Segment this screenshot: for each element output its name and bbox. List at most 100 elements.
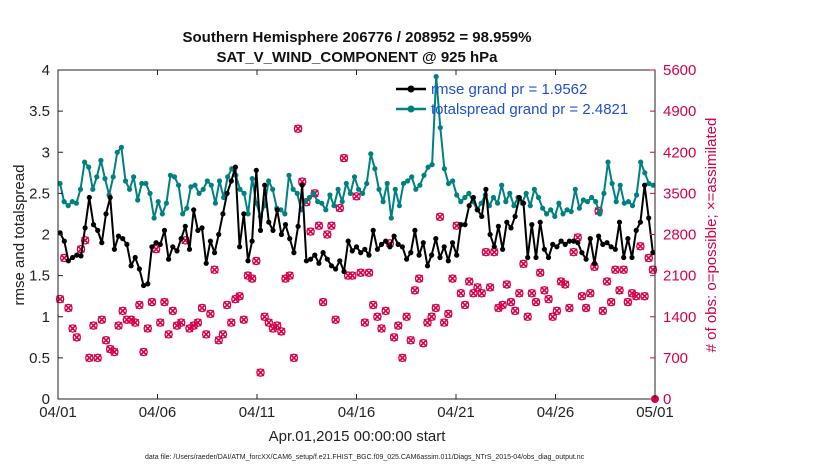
rmse-line-point [349, 248, 355, 254]
rmse-line-point [232, 164, 238, 170]
obs-point [498, 300, 507, 310]
rmse-line-point [203, 260, 209, 266]
rmse-line-point [228, 178, 234, 184]
rmse-line-point [550, 241, 556, 247]
obs-point [439, 318, 449, 327]
spread-line-point [135, 197, 141, 203]
spread-line-point [466, 190, 472, 196]
obs-point [289, 353, 299, 363]
rmse-line-point [633, 227, 639, 233]
legend-spread-marker [407, 105, 415, 113]
rmse-line-point [220, 211, 226, 217]
rmse-line-point [136, 266, 142, 272]
y-right-tick-label: 0 [663, 391, 671, 408]
obs-point [544, 294, 553, 304]
spread-line-point [323, 207, 329, 213]
rmse-line-point [429, 252, 435, 258]
spread-line-point [495, 200, 501, 206]
spread-line-point [315, 199, 321, 205]
rmse-line-point [262, 182, 268, 188]
obs-point [540, 286, 549, 295]
spread-line-point [282, 211, 288, 217]
spread-line-point [544, 211, 550, 217]
rmse-line-point [483, 186, 489, 192]
rmse-line-point [470, 194, 476, 201]
spread-line-point [564, 207, 570, 213]
rmse-line-point [333, 266, 339, 272]
rmse-line-point [103, 211, 109, 217]
obs-point [364, 268, 374, 277]
spread-line-point [331, 203, 337, 209]
spread-line-point [184, 205, 190, 211]
rmse-line-point [82, 225, 88, 231]
obs-point [456, 288, 466, 298]
rmse-line-point [596, 233, 602, 239]
obs-point [623, 297, 633, 307]
obs-point [147, 297, 157, 307]
obs-point [222, 300, 232, 310]
rmse-line-point [412, 227, 418, 233]
rmse-line-point [420, 240, 426, 246]
obs-point [335, 203, 345, 213]
rmse-line-point [545, 254, 552, 261]
spread-line-point [110, 174, 116, 180]
obs-point [419, 338, 428, 348]
spread-line-point [368, 151, 374, 157]
obs-point [68, 324, 77, 333]
rmse-line-point [554, 244, 560, 250]
y-left-tick-label: 4 [42, 62, 50, 79]
rmse-line-point [358, 250, 364, 256]
obs-point [206, 309, 215, 319]
spread-line-point [286, 172, 292, 178]
rmse-line-point [186, 246, 193, 252]
rmse-line-point [370, 227, 376, 233]
spread-line-point [343, 180, 349, 187]
rmse-line-point [512, 213, 518, 219]
rmse-line-point [141, 282, 147, 289]
spread-line-point [511, 203, 517, 209]
spread-line-point [319, 200, 325, 206]
obs-point [389, 333, 399, 342]
obs-point [356, 268, 365, 277]
x-tick-label: 04/16 [338, 404, 376, 421]
rmse-line-point [391, 233, 397, 239]
spread-line-point [445, 180, 452, 187]
rmse-line-point [149, 244, 155, 250]
obs-point [277, 327, 286, 336]
spread-line-point [650, 182, 656, 188]
obs-point [339, 153, 349, 163]
x-tick-label: 04/11 [239, 404, 275, 421]
y-left-tick-label: 0 [42, 391, 50, 408]
spread-line-point [167, 172, 173, 178]
rmse-line-point [491, 244, 497, 250]
spread-line-point [540, 205, 546, 211]
rmse-line-point [366, 252, 372, 258]
rmse-line-point [571, 238, 577, 244]
spread-line-point [143, 180, 149, 187]
spread-line-point [306, 194, 313, 201]
spread-line-point [454, 192, 460, 198]
obs-point [227, 318, 236, 327]
legend: rmse grand pr = 1.9562 totalspread grand… [396, 81, 628, 118]
rmse-line-point [115, 233, 122, 239]
spread-line-point [503, 199, 509, 205]
spread-line-point [634, 192, 640, 198]
rmse-line-point [591, 260, 598, 266]
rmse-line-point [433, 236, 439, 242]
obs-point [606, 297, 616, 307]
rmse-line-point [161, 227, 168, 233]
rmse-line-point [195, 227, 201, 233]
obs-point [598, 306, 608, 316]
spread-line-point [98, 157, 104, 164]
spread-line-point [584, 199, 591, 205]
obs-point [435, 212, 445, 222]
spread-line-point [327, 192, 333, 198]
obs-point [615, 286, 624, 295]
obs-point [130, 318, 140, 327]
rmse-line-point [462, 222, 468, 228]
spread-line-point [621, 200, 627, 206]
rmse-line-point [500, 246, 506, 252]
rmse-line-point [295, 223, 301, 229]
spread-line-point [568, 208, 574, 215]
rmse-line-point [437, 254, 443, 261]
